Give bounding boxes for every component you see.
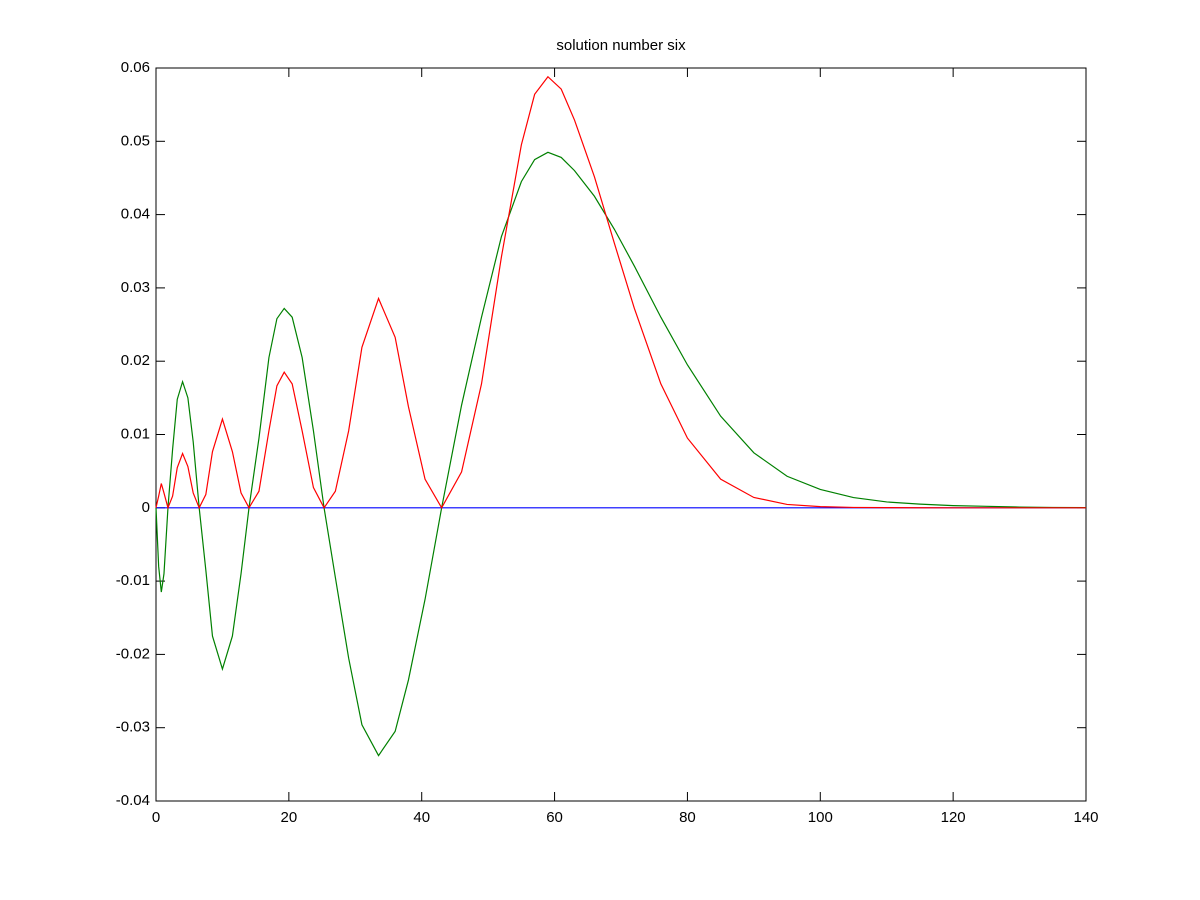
x-tick-label: 80 — [679, 809, 696, 826]
y-tick-label: 0 — [142, 499, 150, 516]
y-tick-label: -0.04 — [116, 792, 150, 809]
x-tick-label: 100 — [808, 809, 833, 826]
y-tick-label: 0.06 — [121, 59, 150, 76]
y-tick-label: 0.03 — [121, 279, 150, 296]
y-tick-label: -0.02 — [116, 645, 150, 662]
x-tick-label: 60 — [546, 809, 563, 826]
series-line — [155, 151, 1087, 757]
y-tick-label: 0.05 — [121, 132, 150, 149]
x-tick-label: 140 — [1073, 809, 1098, 826]
chart-title: solution number six — [556, 37, 686, 54]
series-line — [155, 75, 1086, 510]
y-tick-label: 0.04 — [121, 206, 150, 223]
y-tick-label: 0.01 — [121, 425, 150, 442]
y-tick-label: -0.03 — [116, 719, 150, 736]
y-tick-label: -0.01 — [116, 572, 150, 589]
y-tick-label: 0.02 — [121, 352, 150, 369]
x-tick-label: 20 — [281, 809, 298, 826]
x-tick-label: 40 — [413, 809, 430, 826]
x-tick-label: 0 — [152, 809, 160, 826]
x-tick-label: 120 — [941, 809, 966, 826]
